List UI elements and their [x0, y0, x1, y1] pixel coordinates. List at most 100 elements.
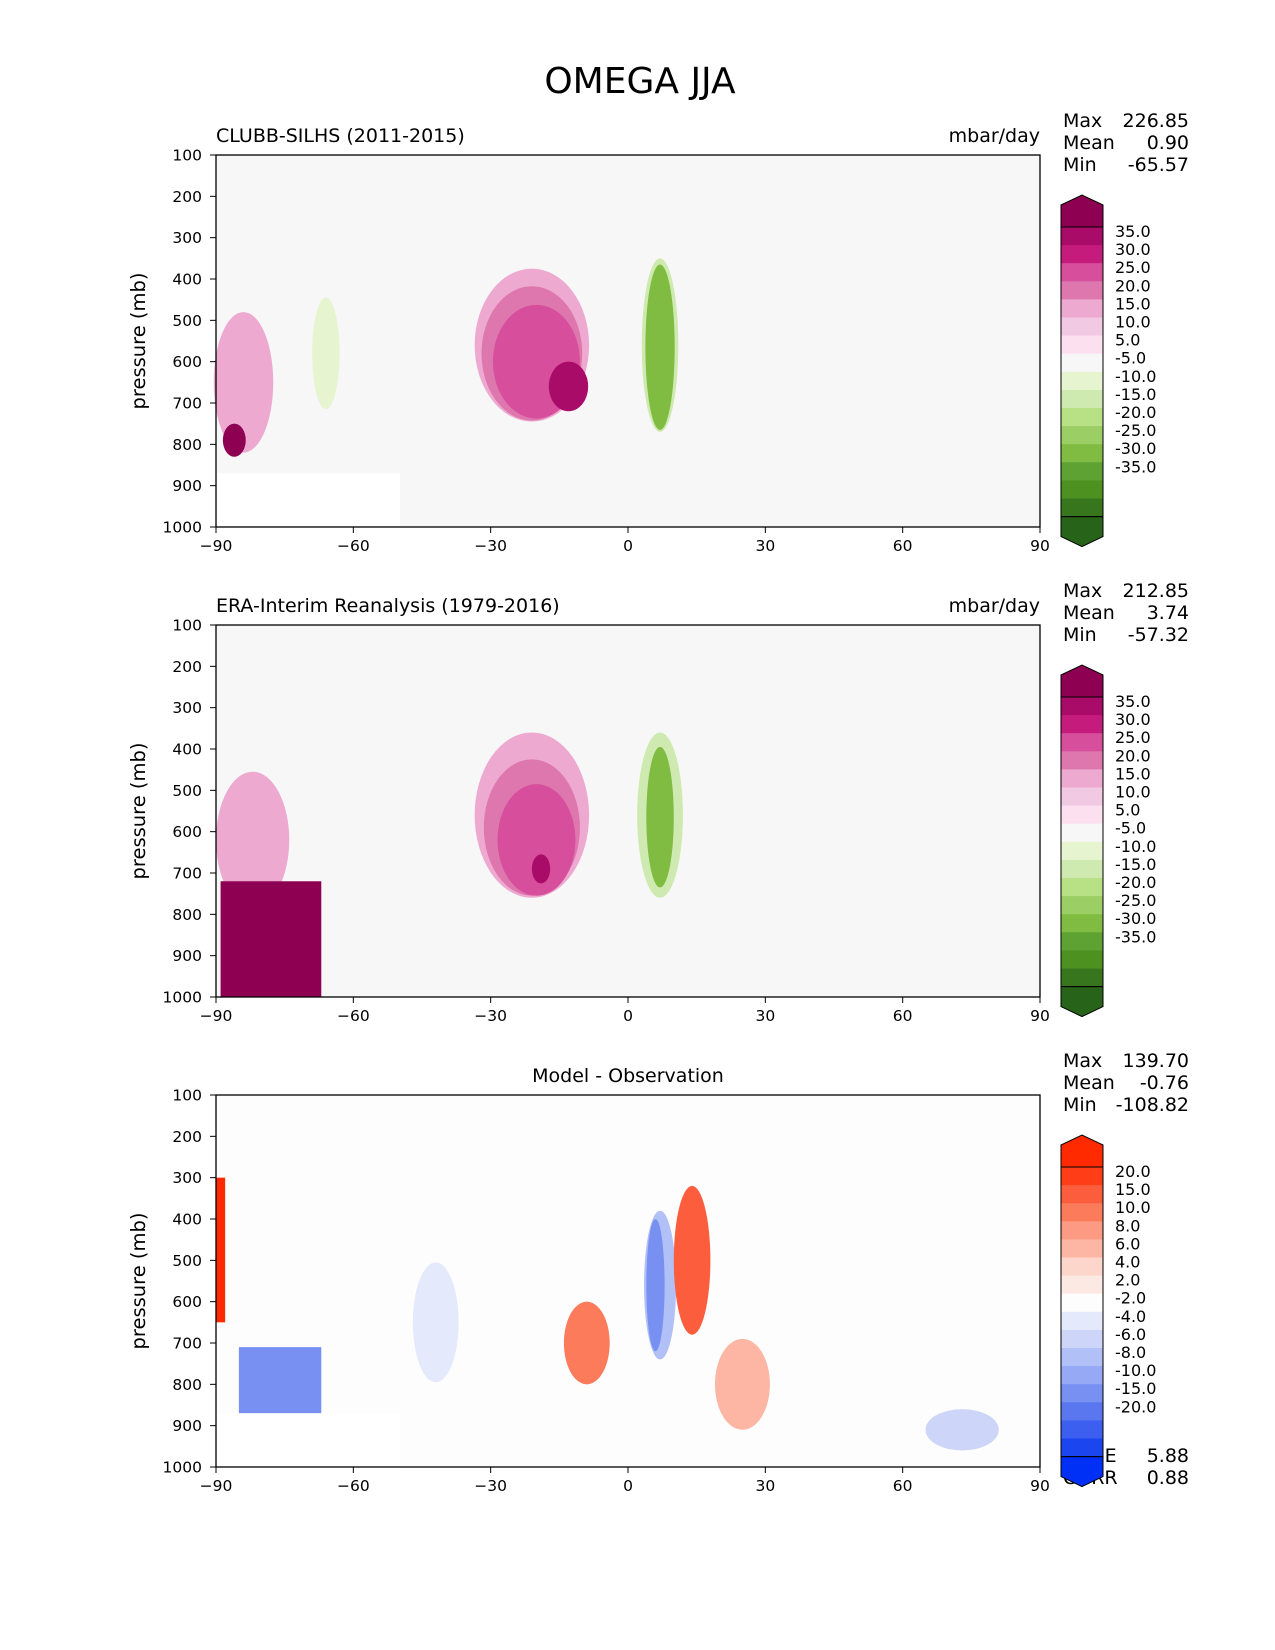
y-tick-label: 700 — [172, 865, 202, 883]
contour-region — [531, 854, 551, 884]
colorbar-tick-label: -15.0 — [1115, 385, 1156, 404]
colorbar-tick-label: -25.0 — [1115, 421, 1156, 440]
y-tick-label: 300 — [172, 1169, 202, 1187]
colorbar-band — [1061, 1329, 1103, 1349]
figure-title: OMEGA JJA — [544, 61, 736, 102]
y-tick-label: 200 — [172, 658, 202, 676]
colorbar-tick-label: 20.0 — [1115, 1162, 1151, 1181]
y-tick-label: 600 — [172, 1293, 202, 1311]
colorbar-tick-label: 15.0 — [1115, 764, 1151, 783]
y-tick-label: 1000 — [163, 1459, 202, 1477]
y-tick-label: 100 — [172, 617, 202, 635]
x-tick-label: 0 — [623, 1477, 633, 1495]
x-tick-label: 60 — [893, 537, 913, 555]
colorbar-frame — [1060, 226, 1104, 518]
colorbar-band — [1061, 950, 1103, 969]
colorbar-band — [1061, 1402, 1103, 1421]
colorbar-band — [1061, 263, 1103, 282]
colorbar-band — [1061, 1348, 1103, 1367]
x-tick-label: −30 — [474, 1477, 507, 1495]
y-tick-label: 900 — [172, 1417, 202, 1435]
colorbar-extend-max — [1060, 664, 1104, 698]
colorbar-band — [1061, 389, 1103, 409]
contour-fill — [216, 718, 695, 997]
x-tick-label: −30 — [474, 537, 507, 555]
colorbar-tick-label: -35.0 — [1115, 927, 1156, 946]
y-tick-label: 800 — [172, 906, 202, 924]
colorbar-band — [1061, 787, 1103, 806]
colorbar-tick-label: 8.0 — [1115, 1216, 1140, 1235]
masked-region — [217, 1413, 401, 1466]
y-tick-label: 200 — [172, 188, 202, 206]
y-axis-label: pressure (mb) — [127, 742, 150, 879]
stat-value: 5.88 — [1147, 1445, 1189, 1467]
x-tick-label: 0 — [623, 537, 633, 555]
colorbar-tick-label: 20.0 — [1115, 746, 1151, 765]
x-tick-label: −30 — [474, 1007, 507, 1025]
stat-label: Min — [1063, 154, 1097, 176]
stat-value: -57.32 — [1128, 624, 1189, 646]
colorbar-band — [1061, 1366, 1103, 1385]
colorbar-tick-label: -5.0 — [1115, 819, 1146, 838]
stat-value: -108.82 — [1116, 1094, 1189, 1116]
x-tick-label: −90 — [200, 1477, 233, 1495]
contour-region — [497, 784, 576, 896]
panel-diff: −90 −60 −30 0 30 60 90 100 200 300 400 500 600 700 800… — [127, 1050, 1189, 1495]
colorbar-tick-label: 10.0 — [1115, 313, 1151, 332]
stat-value: -0.76 — [1140, 1072, 1189, 1094]
y-tick-label: 800 — [172, 1376, 202, 1394]
colorbar-band — [1061, 751, 1103, 770]
panel-title: ERA-Interim Reanalysis (1979-2016) — [216, 595, 560, 617]
contour-region — [238, 1347, 322, 1414]
colorbar-tick-label: 25.0 — [1115, 728, 1151, 747]
y-tick-label: 500 — [172, 1252, 202, 1270]
contour-fill — [216, 1177, 999, 1451]
colorbar-tick-label: -25.0 — [1115, 891, 1156, 910]
panel-title: Model - Observation — [532, 1065, 724, 1087]
colorbar-tick-label: 10.0 — [1115, 1198, 1151, 1217]
stat-label: Min — [1063, 1094, 1097, 1116]
stat-label: Max — [1063, 580, 1102, 602]
colorbar-frame — [1060, 696, 1104, 988]
colorbar-band — [1061, 408, 1103, 427]
colorbar-tick-label: -30.0 — [1115, 909, 1156, 928]
colorbar-tick-label: 20.0 — [1115, 276, 1151, 295]
stat-label: Mean — [1063, 1072, 1115, 1094]
colorbar-tick-label: 30.0 — [1115, 240, 1151, 259]
colorbar-band — [1061, 353, 1103, 373]
colorbar-band — [1061, 1420, 1103, 1439]
y-tick-label: 1000 — [163, 519, 202, 537]
colorbar-band — [1061, 841, 1103, 861]
colorbar-band — [1061, 1384, 1103, 1403]
masked-region — [217, 473, 401, 526]
x-tick-label: −90 — [200, 537, 233, 555]
panel-ref: −90 −60 −30 0 30 60 90 100 200 300 400 500 600 700 800… — [127, 580, 1189, 1025]
stat-label: Mean — [1063, 132, 1115, 154]
colorbar-tick-label: 30.0 — [1115, 710, 1151, 729]
contour-region — [563, 1301, 610, 1385]
panel-test: −90 −60 −30 0 30 60 90 100 200 300 400 500 600 700 800… — [127, 110, 1189, 555]
colorbar-tick-label: 15.0 — [1115, 294, 1151, 313]
y-tick-label: 100 — [172, 147, 202, 165]
colorbar-band — [1061, 299, 1103, 318]
stat-value: 139.70 — [1123, 1050, 1189, 1072]
x-tick-label: 30 — [755, 537, 775, 555]
colorbar-band — [1061, 896, 1103, 915]
y-tick-label: 700 — [172, 1335, 202, 1353]
panel-title: CLUBB-SILHS (2011-2015) — [216, 125, 465, 147]
y-tick-label: 200 — [172, 1128, 202, 1146]
x-tick-label: 60 — [893, 1477, 913, 1495]
y-axis-label: pressure (mb) — [127, 272, 150, 409]
colorbar-band — [1061, 426, 1103, 445]
y-tick-label: 300 — [172, 699, 202, 717]
stat-label: Min — [1063, 624, 1097, 646]
contour-region — [412, 1262, 459, 1383]
y-tick-label: 800 — [172, 436, 202, 454]
x-tick-label: −60 — [337, 1477, 370, 1495]
contour-region — [307, 763, 363, 917]
colorbar-band — [1061, 227, 1103, 246]
colorbar-band — [1061, 245, 1103, 264]
colorbar-tick-label: 5.0 — [1115, 331, 1140, 350]
contour-region — [222, 423, 246, 457]
